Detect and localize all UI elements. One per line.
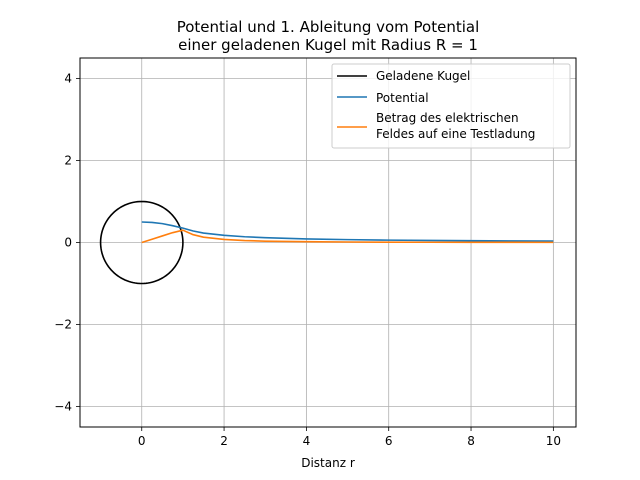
y-tick-label: 4 bbox=[64, 72, 72, 86]
x-tick-label: 6 bbox=[385, 434, 393, 448]
x-tick-label: 10 bbox=[546, 434, 561, 448]
series-line-kugel bbox=[99, 200, 184, 285]
y-tick-label: 2 bbox=[64, 154, 72, 168]
x-axis-label: Distanz r bbox=[301, 456, 355, 470]
legend-box bbox=[331, 63, 571, 149]
series-group bbox=[99, 200, 554, 285]
x-tick-label: 2 bbox=[220, 434, 228, 448]
chart-title: Potential und 1. Ableitung vom Potential bbox=[177, 18, 480, 36]
y-tick-label: 0 bbox=[64, 236, 72, 250]
axis-ticks: 0 2 4 6 8 10 −4 −2 0 2 4 bbox=[54, 72, 561, 449]
legend-label-feld-line1: Betrag des elektrischen bbox=[376, 111, 519, 125]
x-tick-label: 8 bbox=[467, 434, 475, 448]
series-line-potential bbox=[141, 221, 554, 242]
chart-subtitle: einer geladenen Kugel mit Radius R = 1 bbox=[178, 36, 478, 54]
y-tick-label: −4 bbox=[54, 400, 72, 414]
legend-label-potential: Potential bbox=[376, 91, 429, 105]
x-tick-label: 0 bbox=[138, 434, 146, 448]
legend-label-kugel: Geladene Kugel bbox=[376, 69, 470, 83]
x-tick-label: 4 bbox=[303, 434, 311, 448]
series-line-feld bbox=[141, 229, 554, 244]
legend: Geladene Kugel Potential Betrag des elek… bbox=[331, 63, 571, 149]
plot-area bbox=[99, 200, 554, 285]
legend-label-feld-line2: Feldes auf eine Testladung bbox=[376, 127, 535, 141]
y-tick-label: −2 bbox=[54, 318, 72, 332]
